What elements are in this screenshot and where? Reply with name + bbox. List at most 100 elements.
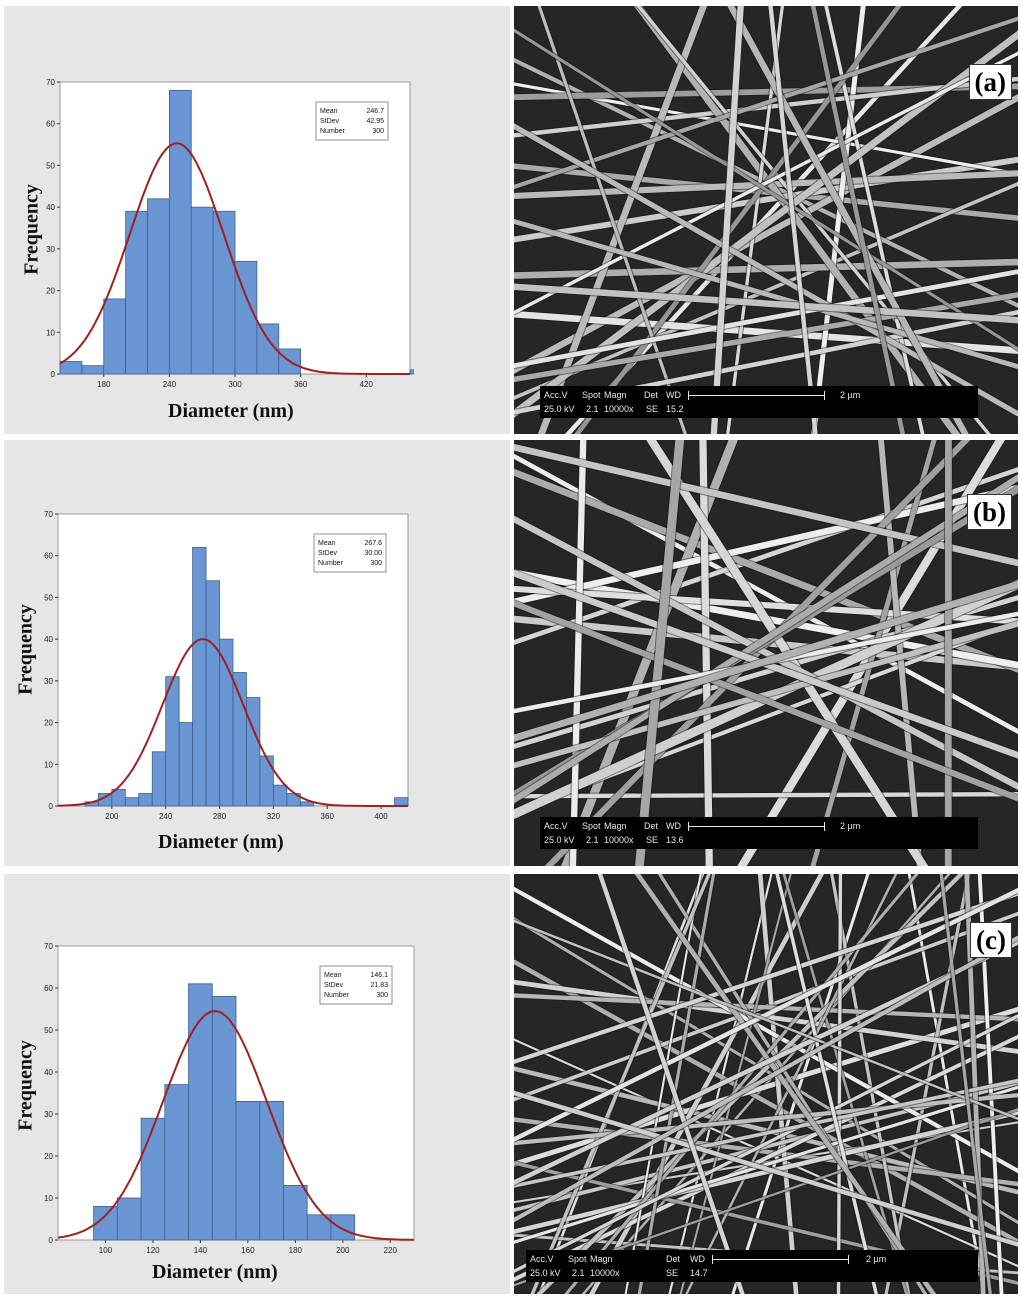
scale-value-a: 2 µm — [840, 390, 861, 400]
histogram-bar — [190, 206, 214, 375]
stats-legend: Mean 246.7 StDev 42.95 Number 300 — [315, 101, 389, 141]
histogram-bar — [116, 1197, 142, 1241]
x-tick-label: 200 — [105, 812, 119, 821]
x-tick-label: 140 — [194, 1246, 208, 1255]
fiber-network-a — [514, 6, 1018, 434]
panel-label-c: (c) — [970, 922, 1012, 958]
fiber — [574, 6, 902, 434]
fiber — [514, 935, 1018, 1223]
fiber — [564, 874, 919, 1294]
histogram-bar — [103, 298, 127, 375]
normal-fit-curve — [58, 638, 408, 807]
histogram-bar — [246, 697, 261, 807]
histogram-chart-c: 0 10 20 30 40 50 60 70 100 120 140 160 180 200 220 Mean… — [44, 942, 415, 1255]
fiber — [514, 28, 1018, 351]
fiber — [775, 874, 879, 1294]
fiber — [514, 51, 1018, 315]
x-tick-label: 400 — [374, 812, 388, 821]
fiber — [514, 269, 1018, 369]
stats-value: 21.83 — [370, 982, 388, 989]
histogram-bar — [188, 983, 213, 1241]
fiber — [679, 874, 792, 1294]
x-tick-label: 100 — [99, 1246, 113, 1255]
fiber — [544, 440, 971, 866]
x-tick-label: 160 — [241, 1246, 255, 1255]
histogram-bar — [59, 361, 83, 375]
fiber — [514, 600, 1018, 802]
fiber — [514, 218, 1018, 370]
stats-value: 146.1 — [370, 972, 388, 979]
fiber — [768, 6, 818, 434]
x-tick-label: 360 — [321, 812, 335, 821]
stats-label: Number — [324, 992, 350, 999]
fiber — [514, 1117, 1018, 1187]
fiber — [514, 156, 1018, 243]
stats-value: 30.00 — [364, 550, 382, 557]
histogram-bar — [138, 793, 153, 807]
scale-value-b: 2 µm — [840, 821, 861, 831]
histogram-bar — [165, 676, 180, 807]
y-tick-label: 50 — [44, 1026, 53, 1035]
histogram-chart-b: 0 10 20 30 40 50 60 70 200 240 280 320 360 400 Mean 267… — [44, 510, 409, 821]
y-tick-label: 40 — [44, 1068, 53, 1077]
fiber — [731, 874, 870, 1294]
stats-legend: Mean 146.1 StDev 21.83 Number 300 — [319, 965, 393, 1005]
y-tick-label: 20 — [44, 1152, 53, 1161]
y-tick-label: 60 — [46, 120, 55, 129]
fiber-network-b — [514, 440, 1018, 866]
histogram-bar — [259, 755, 274, 807]
fiber — [514, 1085, 1018, 1244]
x-tick-label: 220 — [384, 1246, 398, 1255]
x-tick-label: 360 — [294, 380, 308, 389]
stats-value: 246.7 — [366, 108, 384, 115]
x-tick-label: 200 — [336, 1246, 350, 1255]
stats-label: Number — [318, 560, 344, 567]
fiber-network-c — [514, 874, 1018, 1294]
fiber — [514, 1093, 1018, 1146]
x-tick-label: 300 — [228, 380, 242, 389]
normal-fit-curve — [57, 1010, 415, 1241]
histogram-bar — [211, 996, 237, 1241]
y-tick-label: 50 — [46, 161, 55, 170]
y-tick-label: 50 — [44, 593, 53, 602]
y-tick-label: 70 — [44, 510, 53, 519]
fiber — [514, 1014, 1018, 1274]
histogram-bar — [168, 89, 192, 375]
scale-bar-a: Acc.V Spot Magn Det WD 25.0 kV 2.1 10000… — [540, 386, 978, 418]
x-tick-label: 280 — [213, 812, 227, 821]
x-axis-label-a: Diameter (nm) — [168, 400, 294, 422]
fiber — [634, 874, 937, 1294]
y-tick-label: 0 — [49, 1236, 54, 1245]
x-tick-label: 180 — [289, 1246, 303, 1255]
y-tick-label: 20 — [44, 719, 53, 728]
histogram-bar — [151, 751, 167, 807]
histogram-bar — [299, 801, 315, 807]
y-tick-label: 60 — [44, 552, 53, 561]
stats-value: 42.95 — [366, 118, 384, 125]
histogram-bar — [330, 1214, 356, 1241]
stats-value: 300 — [376, 992, 388, 999]
y-tick-label: 60 — [44, 984, 53, 993]
histogram-bar — [192, 546, 207, 807]
stats-label: Number — [320, 128, 346, 135]
stats-label: Mean — [318, 540, 336, 547]
y-tick-label: 70 — [44, 942, 53, 951]
stats-legend: Mean 267.6 StDev 30.00 Number 300 — [313, 533, 387, 573]
scale-bar-b: Acc.V Spot Magn Det WD 25.0 kV 2.1 10000… — [540, 817, 978, 849]
histogram-bar — [234, 260, 258, 375]
x-tick-label: 120 — [146, 1246, 160, 1255]
y-tick-label: 10 — [44, 1194, 53, 1203]
y-tick-label: 70 — [46, 78, 55, 87]
fiber — [710, 6, 744, 434]
histogram-bar — [140, 1117, 166, 1241]
stats-value: 300 — [372, 128, 384, 135]
fiber — [569, 440, 587, 866]
histogram-bar — [81, 365, 105, 375]
x-axis-label-c: Diameter (nm) — [152, 1261, 278, 1283]
histogram-bar — [394, 797, 409, 807]
fiber — [907, 874, 986, 1294]
histogram-bar — [283, 1184, 308, 1241]
y-tick-label: 40 — [44, 635, 53, 644]
stats-label: StDev — [318, 550, 338, 557]
fiber — [514, 791, 1018, 799]
